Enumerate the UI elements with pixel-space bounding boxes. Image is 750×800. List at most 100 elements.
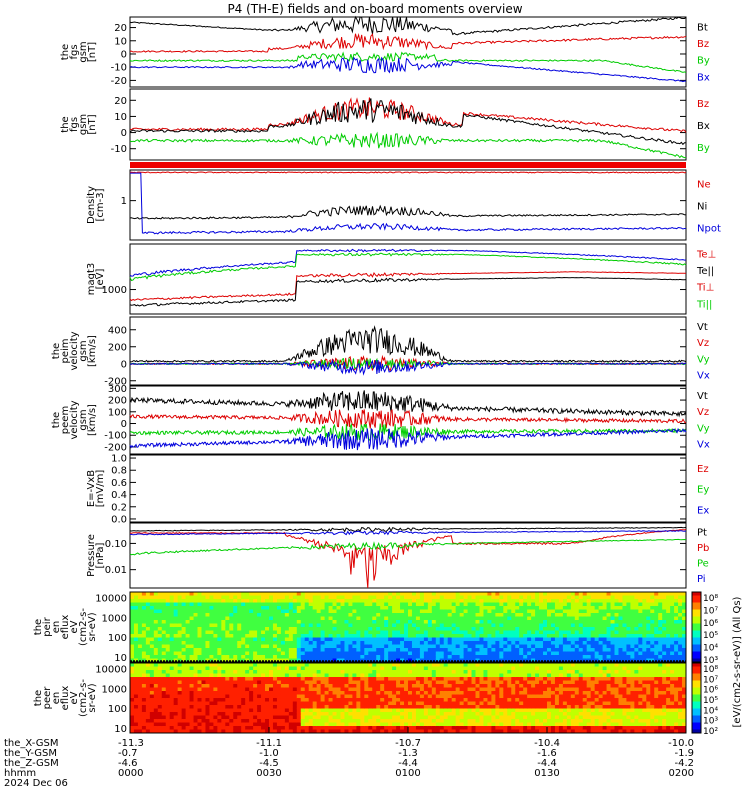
spectrogram-cell [197, 712, 202, 716]
spectrogram-cell [288, 599, 294, 603]
spectrogram-cell [602, 620, 607, 624]
spectrogram-cell [288, 637, 294, 642]
spectrogram-cell [658, 655, 663, 659]
spectrogram-cell [288, 719, 294, 723]
spectrogram-cell [316, 701, 322, 706]
spectrogram-cell [487, 651, 492, 656]
spectrogram-cell [419, 666, 425, 671]
spectrogram-cell [388, 655, 393, 659]
spectrogram-cell [519, 634, 524, 638]
spectrogram-cell [495, 701, 500, 706]
spectrogram-cell [415, 616, 421, 621]
spectrogram-cell [570, 658, 576, 663]
spectrogram-cell [531, 634, 536, 638]
spectrogram-cell [181, 687, 186, 692]
spectrogram-cell [137, 673, 143, 678]
spectrogram-cell [455, 641, 461, 645]
spectrogram-cell [181, 715, 186, 720]
spectrogram-cell [634, 609, 639, 614]
spectrogram-cell [173, 644, 179, 649]
spectrogram-cell [487, 708, 492, 713]
spectrogram-cell [249, 648, 254, 652]
spectrogram-cell [233, 613, 238, 617]
spectrogram-cell [423, 644, 429, 649]
spectrogram-cell [550, 630, 556, 635]
spectrogram-cell [411, 694, 417, 699]
spectrogram-cell [280, 726, 286, 730]
spectrogram-cell [388, 641, 393, 645]
spectrogram-cell [646, 599, 651, 603]
spectrogram-cell [241, 719, 246, 723]
spectrogram-cell [388, 729, 393, 734]
spectrogram-cell [241, 708, 246, 713]
spectrogram-cell [173, 729, 179, 734]
spectrogram-cell [388, 708, 393, 713]
spectrogram-cell [169, 651, 175, 656]
spectrogram-cell [467, 627, 472, 631]
spectrogram-cell [427, 602, 433, 607]
spectrogram-cell [614, 616, 619, 621]
spectrogram-cell [467, 666, 472, 671]
spectrogram-cell [515, 680, 520, 685]
spectrogram-cell [253, 651, 258, 656]
spectrogram-cell [360, 620, 365, 624]
spectrogram-cell [280, 595, 286, 600]
spectrogram-cell [356, 701, 361, 706]
spectrogram-cell [149, 663, 155, 667]
spectrogram-cell [443, 698, 449, 702]
spectrogram-cell [550, 602, 556, 607]
spectrogram-cell [499, 666, 504, 671]
spectrogram-cell [272, 606, 278, 610]
spectrogram-cell [459, 663, 464, 667]
spectrogram-cell [272, 687, 278, 692]
spectrogram-cell [558, 637, 564, 642]
spectrogram-cell [408, 655, 413, 659]
spectrogram-cell [161, 602, 167, 607]
spectrogram-cell [328, 670, 333, 674]
spectrogram-cell [217, 613, 222, 617]
spectrogram-cell [241, 705, 246, 709]
spectrogram-cell [237, 616, 242, 621]
spectrogram-cell [185, 673, 190, 678]
spectrogram-cell [253, 592, 258, 596]
spectrogram-cell [479, 627, 484, 631]
spectrogram-cell [130, 677, 135, 681]
spectrogram-cell [189, 698, 194, 702]
spectrogram-cell [602, 644, 607, 649]
y-tick-label: 1000 [102, 613, 127, 624]
spectrogram-cell [173, 666, 179, 671]
spectrogram-cell [233, 637, 238, 642]
spectrogram-cell [344, 715, 349, 720]
legend-label: Vz [697, 407, 709, 418]
spectrogram-cell [594, 595, 600, 600]
legend-label: Vt [697, 391, 708, 402]
spectrogram-cell [682, 627, 687, 631]
spectrogram-cell [205, 705, 210, 709]
spectrogram-cell [181, 595, 186, 600]
spectrogram-cell [320, 641, 325, 645]
spectrogram-cell [578, 637, 584, 642]
spectrogram-cell [602, 627, 607, 631]
spectrogram-cell [229, 644, 234, 649]
spectrogram-cell [519, 687, 524, 692]
spectrogram-cell [324, 680, 329, 685]
spectrogram-cell [288, 627, 294, 631]
spectrogram-cell [523, 630, 528, 635]
spectrogram-cell [269, 722, 274, 727]
spectrogram-cell [431, 666, 437, 671]
spectrogram-cell [169, 599, 175, 603]
spectrogram-cell [443, 655, 449, 659]
spectrogram-cell [535, 595, 540, 600]
spectrogram-cell [328, 705, 333, 709]
spectrogram-cell [678, 651, 683, 656]
spectrogram-cell [650, 641, 655, 645]
spectrogram-cell [435, 694, 441, 699]
y-tick-label: 0 [121, 359, 127, 370]
spectrogram-cell [137, 701, 143, 706]
spectrogram-cell [435, 666, 441, 671]
spectrogram-cell [610, 637, 615, 642]
spectrogram-cell [332, 606, 337, 610]
spectrogram-cell [419, 680, 425, 685]
spectrogram-cell [157, 722, 163, 727]
spectrogram-cell [475, 694, 480, 699]
